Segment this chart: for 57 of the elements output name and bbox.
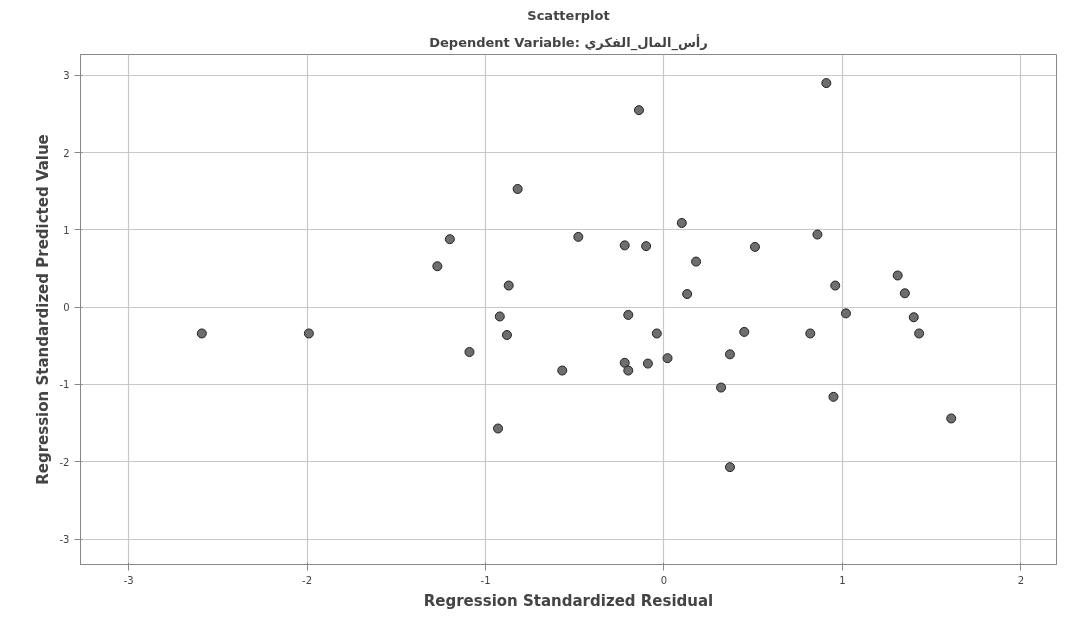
y-tick-label: -2 <box>59 456 70 468</box>
y-tick-label: 0 <box>63 302 70 314</box>
point <box>946 413 957 424</box>
point <box>691 256 702 267</box>
point <box>623 309 634 320</box>
point <box>641 241 652 252</box>
point <box>501 330 512 340</box>
point <box>914 328 925 339</box>
x-tick-label: 1 <box>839 574 846 586</box>
point <box>651 328 662 339</box>
point <box>821 78 832 89</box>
y-axis-title: Regression Standardized Predicted Value <box>33 134 52 485</box>
point <box>642 358 653 369</box>
point <box>633 105 644 116</box>
point <box>830 280 841 291</box>
point <box>662 353 673 364</box>
point <box>805 328 816 339</box>
y-tick-label: 1 <box>63 224 70 236</box>
point <box>623 365 634 376</box>
chart-subtitle: Dependent Variable: رأس_المال_الفكري <box>429 33 708 51</box>
y-tick-label: -3 <box>59 534 70 545</box>
point <box>464 347 475 357</box>
point <box>716 382 727 393</box>
x-tick-label: 0 <box>660 574 668 586</box>
point <box>619 357 630 368</box>
point <box>557 365 568 376</box>
point <box>444 234 455 245</box>
point <box>512 183 523 194</box>
point <box>812 229 823 240</box>
point <box>840 308 851 319</box>
y-tick-label: -1 <box>59 379 70 391</box>
point <box>493 423 504 434</box>
point <box>619 240 630 251</box>
x-tick-label: -3 <box>123 574 134 586</box>
point <box>899 288 910 299</box>
point <box>828 391 839 402</box>
point <box>892 270 903 281</box>
x-tick-label: -1 <box>480 574 491 586</box>
point <box>196 328 207 339</box>
point <box>724 462 735 473</box>
point <box>682 289 693 300</box>
point <box>494 311 505 322</box>
point <box>676 217 687 228</box>
point <box>503 280 514 291</box>
point <box>739 326 750 337</box>
x-tick-label: 2 <box>1017 574 1025 586</box>
x-tick-label: -2 <box>302 574 313 586</box>
point <box>573 231 584 242</box>
y-tick-label: 3 <box>63 70 70 82</box>
y-tick-label: 2 <box>63 147 70 159</box>
point <box>749 241 760 252</box>
point <box>432 261 443 272</box>
chart-title: Scatterplot <box>527 7 610 23</box>
point <box>908 312 919 323</box>
point <box>724 349 735 360</box>
point <box>303 328 314 339</box>
x-axis-title: Regression Standardized Residual <box>423 591 714 610</box>
